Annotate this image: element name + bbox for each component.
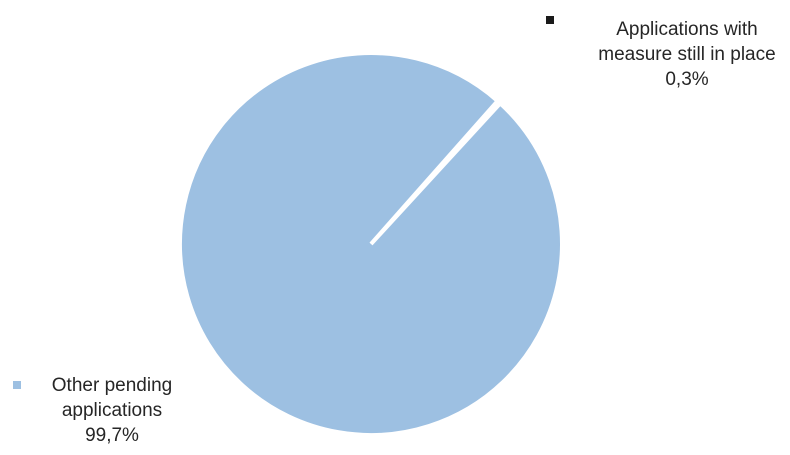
slice-label-line: Applications with [616, 19, 758, 40]
slice-label-line: measure still in place [598, 44, 776, 65]
slice-label-line: applications [61, 400, 163, 421]
slice-value-label: 99,7% [85, 425, 139, 446]
slice-label-other-pending: Other pending applications 99,7% [22, 373, 202, 448]
slice-value-label: 0,3% [665, 69, 709, 90]
slice-label-line: Other pending [51, 375, 173, 396]
pie-slices [178, 51, 564, 437]
slice-label-measure-in-place: Applications with measure still in place… [582, 17, 790, 92]
legend-marker-measure-in-place [546, 16, 554, 24]
pie-slice-1 [178, 51, 564, 437]
legend-marker-other-pending [13, 381, 21, 389]
